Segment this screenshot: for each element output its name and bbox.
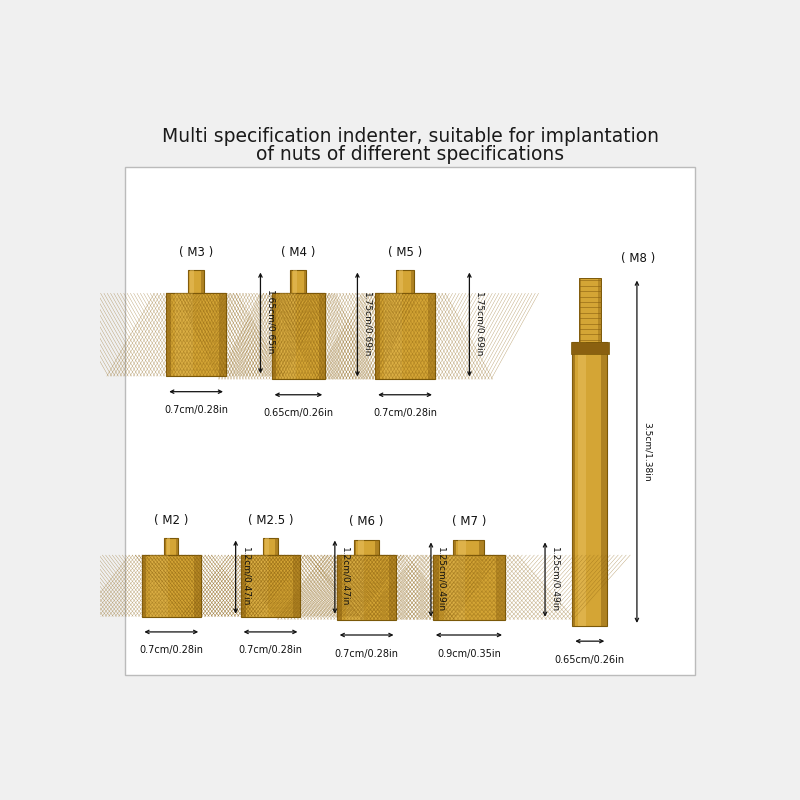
Bar <box>241 555 300 617</box>
Bar <box>280 293 296 379</box>
Bar <box>396 270 414 293</box>
Bar <box>573 342 607 626</box>
Text: Multi specification indenter, suitable for implantation: Multi specification indenter, suitable f… <box>162 126 658 146</box>
Bar <box>433 555 505 619</box>
Bar <box>166 293 226 376</box>
Text: 0.7cm/0.28in: 0.7cm/0.28in <box>373 408 437 418</box>
Text: ( M3 ): ( M3 ) <box>179 246 214 258</box>
Bar <box>188 270 204 293</box>
Bar <box>272 293 276 379</box>
Bar <box>190 270 194 293</box>
Text: ( M7 ): ( M7 ) <box>452 515 486 529</box>
Text: of nuts of different specifications: of nuts of different specifications <box>256 145 564 164</box>
Bar <box>142 555 201 617</box>
Bar <box>458 539 466 555</box>
Bar <box>570 342 609 354</box>
Text: ( M2 ): ( M2 ) <box>154 514 189 526</box>
Bar <box>375 293 380 379</box>
Text: 0.7cm/0.28in: 0.7cm/0.28in <box>238 646 302 655</box>
Bar <box>142 555 146 617</box>
Text: 0.7cm/0.28in: 0.7cm/0.28in <box>164 406 228 415</box>
Bar <box>175 293 193 376</box>
Text: ( M2.5 ): ( M2.5 ) <box>248 514 294 526</box>
Bar <box>375 293 435 379</box>
Text: 0.65cm/0.26in: 0.65cm/0.26in <box>554 654 625 665</box>
Bar <box>384 293 402 379</box>
Text: ( M5 ): ( M5 ) <box>388 246 422 258</box>
Text: 3.5cm/1.38in: 3.5cm/1.38in <box>642 422 651 482</box>
Bar <box>150 555 168 617</box>
Bar <box>263 538 278 555</box>
Bar <box>202 270 204 293</box>
Text: 0.7cm/0.28in: 0.7cm/0.28in <box>334 649 398 658</box>
Bar <box>293 555 300 617</box>
Bar <box>250 555 267 617</box>
Bar <box>166 293 171 376</box>
Bar <box>337 555 342 619</box>
Text: ( M6 ): ( M6 ) <box>350 515 384 529</box>
Bar <box>275 538 278 555</box>
Bar <box>398 270 403 293</box>
Bar <box>354 539 356 555</box>
Text: 0.65cm/0.26in: 0.65cm/0.26in <box>263 408 334 418</box>
Bar <box>293 270 297 293</box>
Bar <box>454 539 456 555</box>
Bar <box>125 167 695 675</box>
Bar <box>601 342 607 626</box>
Bar <box>272 293 325 379</box>
Bar <box>396 270 398 293</box>
Text: 1.2cm/0.47in: 1.2cm/0.47in <box>241 547 250 606</box>
Bar <box>444 555 466 619</box>
Text: 0.7cm/0.28in: 0.7cm/0.28in <box>139 646 203 655</box>
Text: 1.75cm/0.69in: 1.75cm/0.69in <box>363 292 372 358</box>
Text: 1.25cm/0.49in: 1.25cm/0.49in <box>436 547 446 612</box>
Bar <box>428 293 435 379</box>
Bar <box>337 555 396 619</box>
Bar <box>290 270 306 293</box>
Bar <box>241 555 246 617</box>
Bar <box>578 278 601 342</box>
Text: 1.65cm/0.65in: 1.65cm/0.65in <box>266 290 275 356</box>
Bar <box>165 538 166 555</box>
Bar <box>176 538 178 555</box>
Bar <box>318 293 325 379</box>
Bar <box>598 278 601 342</box>
Bar <box>346 555 364 619</box>
Text: ( M4 ): ( M4 ) <box>282 246 315 258</box>
Bar <box>218 293 226 376</box>
Bar <box>266 538 269 555</box>
Bar <box>479 539 485 555</box>
Bar <box>433 555 438 619</box>
Bar <box>578 342 586 626</box>
Bar <box>303 270 306 293</box>
Bar <box>496 555 505 619</box>
Bar <box>573 342 575 626</box>
Bar <box>194 555 201 617</box>
Bar <box>411 270 414 293</box>
Text: 1.25cm/0.49in: 1.25cm/0.49in <box>550 547 559 612</box>
Bar <box>166 538 170 555</box>
Bar <box>374 539 379 555</box>
Bar <box>454 539 485 555</box>
Bar <box>290 270 292 293</box>
Text: ( M8 ): ( M8 ) <box>621 253 655 266</box>
Bar <box>188 270 190 293</box>
Bar <box>578 278 581 342</box>
Bar <box>165 538 178 555</box>
Bar <box>263 538 264 555</box>
Bar <box>358 539 364 555</box>
Text: 1.75cm/0.69in: 1.75cm/0.69in <box>475 292 484 358</box>
Text: 1.2cm/0.47in: 1.2cm/0.47in <box>340 547 350 606</box>
Bar <box>390 555 396 619</box>
Text: 0.9cm/0.35in: 0.9cm/0.35in <box>437 649 501 658</box>
Bar <box>354 539 379 555</box>
